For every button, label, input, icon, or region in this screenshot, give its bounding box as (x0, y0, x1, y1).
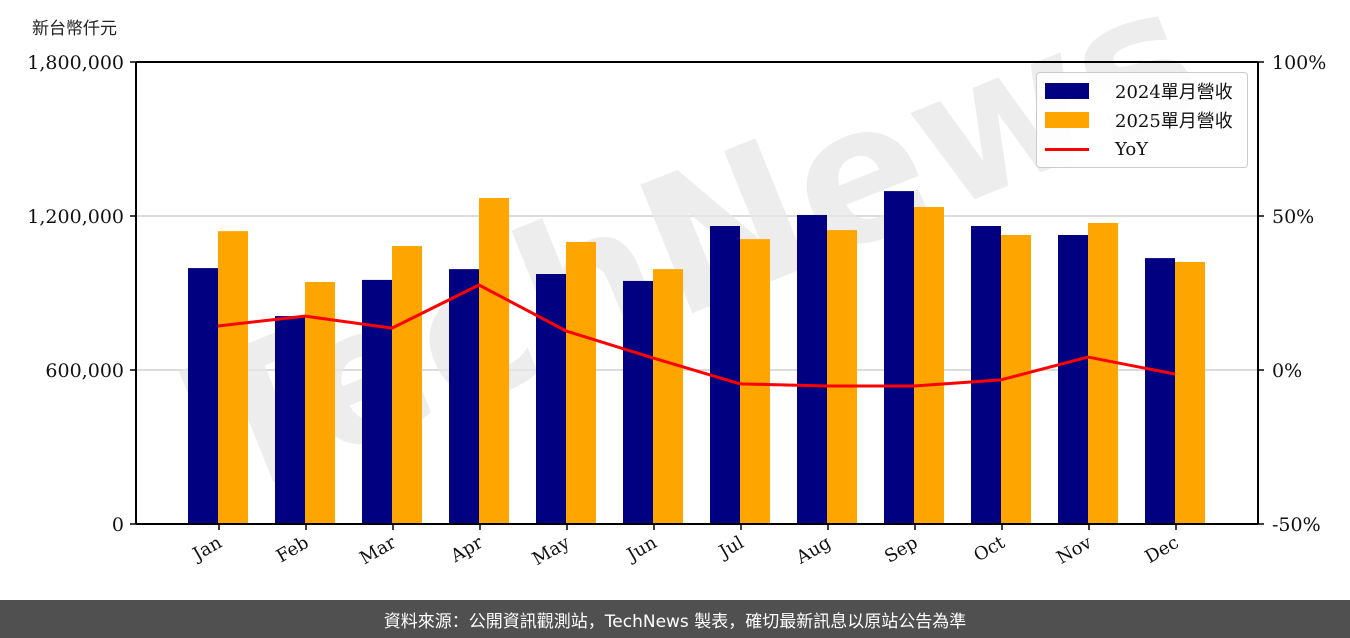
source-footer: 資料來源：公開資訊觀測站，TechNews 製表，確切最新訊息以原站公告為準 (0, 600, 1350, 638)
x-tick-label: Jun (622, 532, 661, 567)
y-tick-label: 0 (112, 514, 124, 536)
bar-2025 (305, 281, 335, 524)
bar-2024 (449, 269, 479, 524)
bar-2024 (1058, 234, 1088, 524)
x-tick-label: Jul (714, 532, 748, 564)
bar-2024 (884, 191, 914, 524)
y-tick-label: 600,000 (45, 360, 124, 382)
x-tick-label: Nov (1053, 532, 1096, 569)
y2-tick-label: 50% (1272, 206, 1314, 228)
y2-tick-label: -50% (1272, 514, 1321, 536)
x-tick-label: Oct (970, 532, 1009, 567)
x-tick-label: Sep (881, 532, 921, 567)
bar-2025 (827, 230, 857, 524)
bar-2025 (392, 246, 422, 524)
x-tick-label: Jan (188, 532, 226, 566)
x-tick-label: May (529, 532, 574, 570)
x-tick-label: Mar (356, 532, 400, 569)
y-tick-label: 1,200,000 (27, 206, 124, 228)
y-axis-unit-label: 新台幣仟元 (32, 19, 117, 39)
bar-2025 (653, 269, 683, 524)
legend-label: 2025單月營收 (1115, 111, 1233, 132)
y2-tick-label: 0% (1272, 360, 1302, 382)
bar-2025 (479, 198, 509, 525)
legend-line-yoy (1045, 147, 1089, 151)
x-tick-label: Apr (446, 532, 486, 567)
bar-2024 (536, 274, 566, 524)
chart-legend: 2024單月營收 2025單月營收 YoY (1036, 72, 1248, 168)
y-tick-label: 1,800,000 (27, 52, 124, 74)
x-tick-label: Feb (273, 532, 313, 567)
yoy-line (217, 283, 1176, 388)
x-tick-label: Aug (792, 532, 835, 569)
bar-2025 (740, 239, 770, 524)
legend-item-yoy: YoY (1045, 137, 1148, 161)
chart-canvas: TechNews0600,0001,200,0001,800,000-50%0%… (27, 0, 1326, 570)
bar-2025 (566, 241, 596, 524)
legend-label: 2024單月營收 (1115, 82, 1233, 103)
bar-2024 (275, 316, 305, 524)
legend-swatch-2024 (1045, 83, 1089, 99)
y2-tick-label: 100% (1272, 52, 1326, 74)
legend-swatch-2025 (1045, 112, 1089, 128)
bar-2025 (1088, 222, 1118, 524)
legend-label: YoY (1115, 138, 1149, 160)
bar-2024 (362, 279, 392, 524)
bar-2024 (623, 280, 653, 524)
bar-2024 (971, 226, 1001, 524)
bar-2025 (1175, 261, 1205, 524)
bar-2024 (188, 268, 218, 524)
legend-item-2025: 2025單月營收 (1045, 108, 1233, 132)
x-tick-label: Dec (1142, 532, 1183, 568)
bar-2025 (914, 207, 944, 524)
bar-2024 (797, 214, 827, 524)
bar-2024 (1145, 258, 1175, 524)
bar-2025 (218, 231, 248, 525)
legend-item-2024: 2024單月營收 (1045, 79, 1233, 103)
